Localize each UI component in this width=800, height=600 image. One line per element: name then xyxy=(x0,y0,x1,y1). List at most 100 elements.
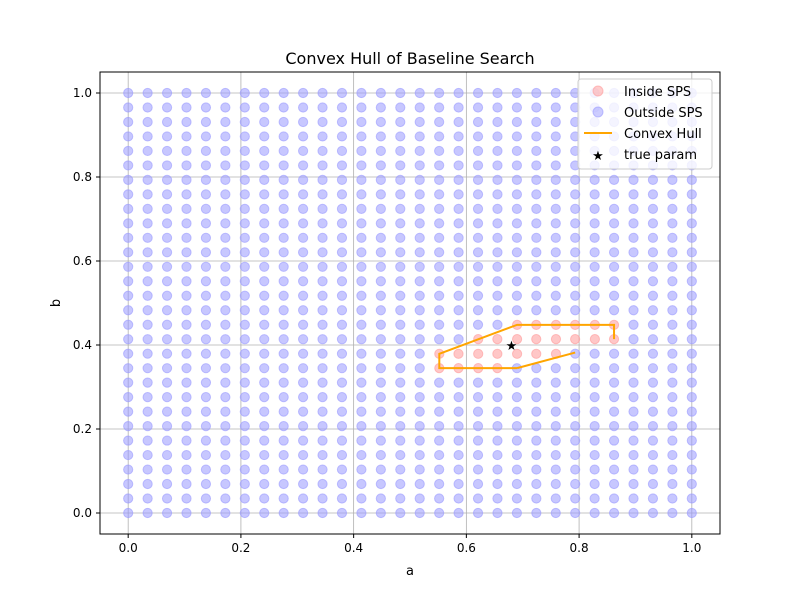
outside-sps-point xyxy=(142,319,153,330)
outside-sps-point xyxy=(686,174,697,185)
outside-sps-point xyxy=(647,392,659,403)
outside-sps-point xyxy=(531,421,542,432)
outside-sps-point xyxy=(278,363,289,374)
outside-sps-point xyxy=(550,87,561,99)
outside-sps-point xyxy=(686,203,697,214)
outside-sps-point xyxy=(239,363,250,374)
outside-sps-point xyxy=(511,102,522,113)
outside-sps-point xyxy=(608,363,620,374)
outside-sps-point xyxy=(317,102,328,113)
outside-sps-point xyxy=(414,145,425,157)
outside-sps-point xyxy=(434,319,445,330)
outside-sps-point xyxy=(375,131,386,142)
outside-sps-point xyxy=(356,406,367,417)
outside-sps-point xyxy=(472,174,484,185)
outside-sps-point xyxy=(472,87,484,99)
outside-sps-point xyxy=(395,435,406,446)
outside-sps-point xyxy=(356,276,367,287)
outside-sps-point xyxy=(628,319,639,330)
outside-sps-point xyxy=(239,493,250,504)
outside-sps-point xyxy=(356,319,367,330)
outside-sps-point xyxy=(317,145,328,157)
outside-sps-point xyxy=(181,406,192,417)
outside-sps-point xyxy=(161,174,173,185)
outside-sps-point xyxy=(395,189,406,200)
outside-sps-point xyxy=(181,507,192,519)
outside-sps-point xyxy=(239,160,250,171)
outside-sps-point xyxy=(570,377,581,388)
outside-sps-point xyxy=(181,435,192,446)
outside-sps-point xyxy=(161,363,173,374)
outside-sps-point xyxy=(550,131,561,142)
outside-sps-point xyxy=(434,247,445,258)
outside-sps-point xyxy=(647,493,659,504)
outside-sps-point xyxy=(667,507,678,519)
outside-sps-point xyxy=(667,421,678,432)
outside-sps-point xyxy=(278,305,289,316)
outside-sps-point xyxy=(492,435,503,446)
outside-sps-point xyxy=(667,478,678,490)
outside-sps-point xyxy=(647,406,659,417)
outside-sps-point xyxy=(453,232,464,243)
outside-sps-point xyxy=(239,276,250,287)
outside-sps-point xyxy=(298,406,309,417)
outside-sps-point xyxy=(414,116,425,128)
outside-sps-point xyxy=(278,377,289,388)
outside-sps-point xyxy=(317,87,328,99)
outside-sps-point xyxy=(453,174,464,185)
outside-sps-point xyxy=(570,261,581,272)
outside-sps-point xyxy=(667,276,678,287)
outside-sps-point xyxy=(647,261,659,272)
outside-sps-point xyxy=(511,261,522,272)
inside-sps-point xyxy=(492,348,503,359)
outside-sps-point xyxy=(667,392,678,403)
outside-sps-point xyxy=(278,102,289,113)
outside-sps-point xyxy=(259,189,270,200)
outside-sps-point xyxy=(123,334,134,345)
outside-sps-point xyxy=(492,421,503,432)
outside-sps-point xyxy=(356,478,367,490)
outside-sps-point xyxy=(298,493,309,504)
outside-sps-point xyxy=(356,174,367,185)
outside-sps-point xyxy=(414,174,425,185)
outside-sps-point xyxy=(434,160,445,171)
outside-sps-point xyxy=(472,305,484,316)
outside-sps-point xyxy=(298,189,309,200)
outside-sps-point xyxy=(181,116,192,128)
outside-sps-point xyxy=(453,493,464,504)
outside-sps-point xyxy=(161,203,173,214)
outside-sps-point xyxy=(298,131,309,142)
outside-sps-point xyxy=(298,261,309,272)
outside-sps-point xyxy=(123,218,134,229)
outside-sps-point xyxy=(686,290,697,301)
outside-sps-point xyxy=(161,435,173,446)
outside-sps-point xyxy=(492,232,503,243)
outside-sps-point xyxy=(628,421,639,432)
outside-sps-point xyxy=(453,421,464,432)
outside-sps-point xyxy=(589,247,600,258)
outside-sps-point xyxy=(142,145,153,157)
outside-sps-point xyxy=(181,392,192,403)
outside-sps-point xyxy=(667,305,678,316)
outside-sps-point xyxy=(531,363,542,374)
inside-sps-point xyxy=(453,348,464,359)
outside-sps-point xyxy=(200,334,212,345)
outside-sps-point xyxy=(336,87,348,99)
outside-sps-point xyxy=(453,305,464,316)
outside-sps-point xyxy=(414,377,425,388)
outside-sps-point xyxy=(181,189,192,200)
outside-sps-point xyxy=(317,348,328,359)
outside-sps-point xyxy=(356,348,367,359)
outside-sps-point xyxy=(589,305,600,316)
outside-sps-point xyxy=(200,247,212,258)
outside-sps-point xyxy=(492,247,503,258)
outside-sps-point xyxy=(472,189,484,200)
outside-sps-point xyxy=(472,203,484,214)
outside-sps-point xyxy=(414,247,425,258)
outside-sps-point xyxy=(511,507,522,519)
outside-sps-point xyxy=(259,493,270,504)
outside-sps-point xyxy=(414,507,425,519)
outside-sps-point xyxy=(239,377,250,388)
outside-sps-point xyxy=(317,305,328,316)
outside-sps-point xyxy=(220,261,231,272)
